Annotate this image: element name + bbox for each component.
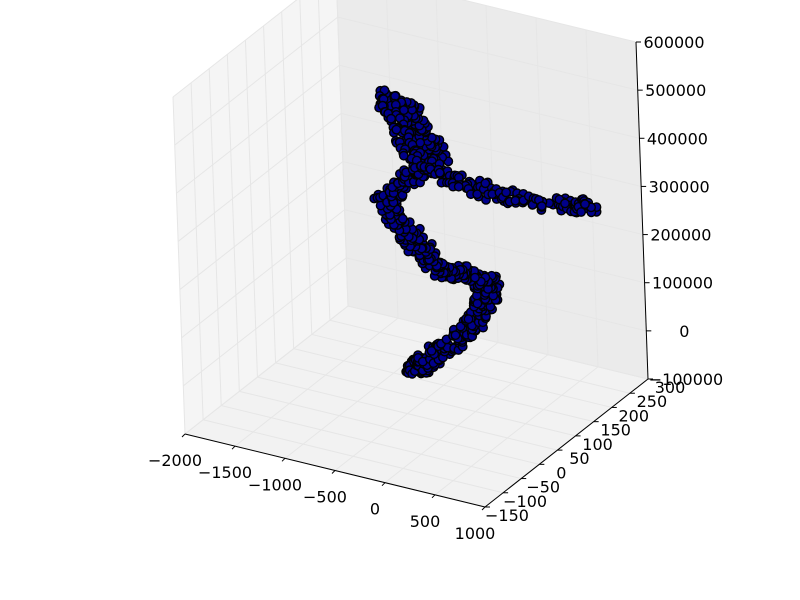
gridline-y-floor	[221, 405, 522, 480]
scatter-points	[369, 85, 602, 379]
gridline-y-floor	[311, 333, 612, 408]
gridline-x-floor	[234, 317, 399, 447]
gridline-z-side	[174, 16, 339, 146]
x-tick-mark	[331, 470, 336, 474]
x-tick-mark	[431, 494, 436, 499]
z-tick-label: 500000	[645, 81, 706, 100]
gridline-y-side	[190, 82, 204, 420]
z-tick-label: 400000	[647, 129, 708, 148]
gridline-y-side	[226, 54, 240, 392]
gridline-y-side	[208, 68, 222, 406]
gridline-y-side	[336, 0, 349, 307]
scatter-point	[510, 195, 521, 206]
scatter-point	[472, 189, 483, 200]
scatter-point	[480, 178, 491, 189]
scatter-point	[470, 272, 480, 283]
gridline-x-floor	[384, 354, 549, 484]
gridline-x-back	[386, 0, 399, 319]
gridline-y-side	[299, 0, 313, 335]
y-tick-label: −50	[526, 478, 560, 497]
gridline-z-side	[172, 0, 298, 98]
gridline-z-back	[339, 64, 640, 139]
scatter-point	[415, 137, 426, 148]
z-tick-label: 300000	[649, 177, 710, 196]
gridline-z-side	[184, 305, 349, 435]
gridline-y-floor	[239, 390, 540, 465]
gridline-x-floor	[334, 342, 499, 471]
x-tick-mark	[181, 433, 186, 438]
scatter-point	[580, 199, 590, 210]
x-tick-mark	[231, 445, 236, 450]
y-tick-label: −100	[503, 492, 547, 511]
x-tick-label: 0	[370, 500, 380, 519]
y-tick-label: 200	[619, 406, 650, 425]
scatter-point	[434, 167, 445, 178]
z-tick-label: 600000	[643, 33, 704, 52]
x-tick-label: 500	[410, 512, 441, 531]
x-tick-mark	[481, 506, 486, 511]
scatter-point	[463, 314, 474, 324]
y-tick-label: 250	[637, 392, 668, 411]
x-tick-label: −2000	[148, 451, 202, 470]
z-tick-label: 0	[679, 322, 689, 341]
gridline-x-floor	[434, 366, 599, 496]
gridline-z-back	[347, 305, 649, 380]
x-tick-label: −1500	[198, 463, 252, 482]
gridline-z-side	[182, 257, 347, 387]
z-tick-label: 100000	[652, 274, 713, 293]
x-tick-label: −500	[303, 488, 347, 507]
z-tick-label: 200000	[650, 226, 711, 245]
y-tick-label: 100	[582, 435, 613, 454]
gridline-y-side	[172, 96, 186, 435]
gridline-y-floor	[275, 362, 576, 437]
x-tick-label: 1000	[455, 524, 496, 543]
axis-ticks: −2000−1500−1000−50005001000−150−100−5005…	[148, 33, 723, 543]
z-axis-line	[635, 41, 649, 380]
gridline-z-back	[461, 0, 637, 43]
x-tick-mark	[281, 457, 286, 462]
y-tick-label: 150	[600, 421, 631, 440]
gridline-x-back	[535, 17, 549, 355]
gridline-x-back	[585, 29, 599, 367]
y-tick-label: −150	[485, 506, 529, 525]
gridline-z-side	[177, 113, 342, 242]
y-axis-line	[484, 378, 649, 508]
gridline-y-floor	[257, 376, 558, 451]
y-tick-label: 50	[569, 449, 589, 468]
x-tick-label: −1000	[248, 475, 302, 494]
scatter-point	[536, 201, 547, 212]
scatter-point	[450, 330, 461, 341]
gridline-y-side	[263, 25, 277, 363]
scatter-point	[560, 198, 570, 209]
gridline-z-side	[181, 209, 345, 339]
gridline-z-back	[337, 16, 638, 91]
y-tick-label: 0	[556, 463, 566, 482]
scatter-point	[426, 345, 437, 356]
axes-grid	[172, 0, 649, 508]
gridline-y-side	[244, 40, 258, 378]
scatter-point	[453, 181, 464, 192]
side-pane	[173, 0, 348, 434]
gridline-y-side	[317, 0, 331, 321]
scatter-point	[386, 113, 396, 124]
gridline-y-side	[281, 11, 295, 349]
gridline-z-side	[176, 64, 340, 194]
scatter-point	[398, 105, 409, 116]
gridline-y-floor	[329, 319, 631, 394]
scatter-point	[576, 207, 586, 217]
z-tick-label: −100000	[649, 370, 723, 389]
scatter-point	[391, 124, 402, 135]
gridline-y-floor	[202, 419, 504, 494]
gridline-y-floor	[293, 348, 594, 423]
scatter-point	[501, 187, 511, 198]
y-tick-label: 300	[655, 378, 686, 397]
gridline-z-side	[179, 161, 344, 290]
scatter-point	[472, 298, 483, 309]
x-tick-mark	[381, 482, 386, 487]
